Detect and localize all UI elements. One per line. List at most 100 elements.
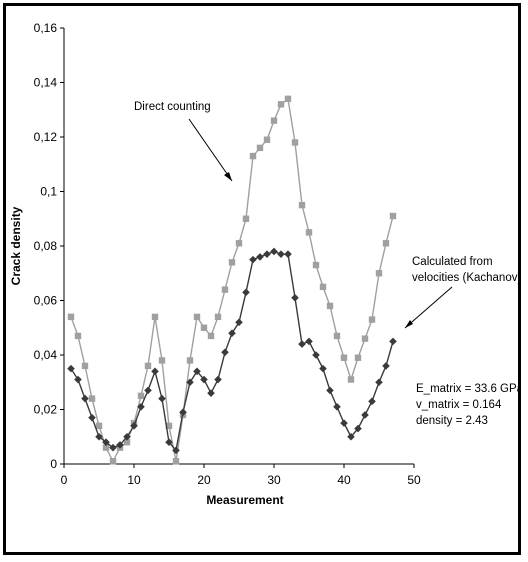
x-tick-label: 50 xyxy=(407,473,421,487)
data-point xyxy=(102,444,110,451)
data-point xyxy=(284,250,292,258)
data-point xyxy=(298,340,306,348)
data-point xyxy=(291,139,299,146)
data-point xyxy=(270,247,278,256)
data-point xyxy=(389,212,397,220)
data-point xyxy=(144,386,152,395)
data-point xyxy=(256,253,264,261)
data-point xyxy=(368,397,376,406)
y-tick-label: 0,12 xyxy=(34,130,58,144)
data-point xyxy=(200,375,208,384)
annotation-density: density = 2.43 xyxy=(416,415,488,427)
y-axis-title: Crack density xyxy=(9,206,23,285)
data-point xyxy=(172,446,180,455)
data-point xyxy=(165,438,173,446)
data-point xyxy=(242,288,250,297)
data-point xyxy=(158,357,166,364)
y-tick-label: 0,02 xyxy=(34,403,58,417)
data-point xyxy=(109,458,117,465)
data-point xyxy=(361,411,369,419)
data-point xyxy=(228,329,236,337)
y-tick-label: 0,14 xyxy=(34,76,58,90)
data-point xyxy=(319,364,327,373)
data-point xyxy=(340,354,348,361)
x-axis-title: Measurement xyxy=(206,493,283,507)
data-point xyxy=(158,394,166,403)
x-tick-label: 20 xyxy=(197,473,211,487)
data-point xyxy=(137,402,145,411)
x-tick-label: 40 xyxy=(337,473,351,487)
data-point xyxy=(249,255,257,264)
data-point xyxy=(361,335,369,342)
annotation-direct-counting: Direct counting xyxy=(134,101,211,113)
data-point xyxy=(312,261,320,269)
data-point xyxy=(221,348,229,357)
y-tick-label: 0 xyxy=(50,457,57,471)
data-point xyxy=(312,351,320,359)
data-point xyxy=(137,392,145,400)
data-point xyxy=(333,332,341,340)
data-point xyxy=(228,259,236,266)
data-point xyxy=(214,375,222,384)
chart-frame: 0 0,02 0,04 0,06 0,08 0,1 0,12 0,14 0,16 0 10 20 30… xyxy=(3,3,521,555)
y-tick-label: 0,08 xyxy=(34,239,58,253)
data-point xyxy=(200,324,208,331)
series-1 xyxy=(67,95,397,465)
data-point xyxy=(123,432,131,441)
data-point xyxy=(256,144,264,152)
data-point xyxy=(284,95,292,103)
data-point xyxy=(74,375,82,384)
y-tick-label: 0,06 xyxy=(34,294,58,308)
data-point xyxy=(67,364,75,373)
data-point xyxy=(354,354,362,361)
data-point xyxy=(123,439,131,446)
data-point xyxy=(249,152,257,160)
data-point xyxy=(193,313,201,321)
data-point xyxy=(130,422,138,430)
series-layer xyxy=(67,95,397,465)
data-point xyxy=(263,250,271,258)
data-point xyxy=(116,441,124,449)
data-point xyxy=(347,432,355,441)
data-point xyxy=(144,362,152,370)
data-point xyxy=(109,443,117,452)
data-point xyxy=(354,424,362,433)
data-point xyxy=(291,293,299,302)
y-tick-label: 0,1 xyxy=(40,185,57,199)
data-point xyxy=(151,313,159,321)
data-point xyxy=(333,402,341,411)
annotation-v-matrix: v_matrix = 0.164 xyxy=(416,399,502,411)
line-chart: 0 0,02 0,04 0,06 0,08 0,1 0,12 0,14 0,16 0 10 20 30… xyxy=(9,21,518,507)
y-tick-label: 0,16 xyxy=(34,21,58,35)
data-point xyxy=(298,201,306,209)
data-point xyxy=(74,332,82,340)
data-point xyxy=(382,240,390,247)
series-2 xyxy=(67,247,397,455)
data-point xyxy=(95,422,103,430)
data-point xyxy=(263,136,271,143)
data-point xyxy=(67,313,75,321)
data-point xyxy=(235,240,243,247)
data-point xyxy=(375,270,383,277)
data-point xyxy=(88,413,96,422)
x-tick-label: 10 xyxy=(127,473,141,487)
data-point xyxy=(340,419,348,427)
data-point xyxy=(347,376,355,383)
data-point xyxy=(375,378,383,387)
data-point xyxy=(319,283,327,291)
data-point xyxy=(277,250,285,258)
data-point xyxy=(389,337,397,346)
data-point xyxy=(326,386,334,395)
data-point xyxy=(88,395,96,402)
annotation-e-matrix: E_matrix = 33.6 GPa xyxy=(416,383,518,395)
x-tick-label: 30 xyxy=(267,473,281,487)
data-point xyxy=(102,438,110,446)
data-point xyxy=(270,117,278,124)
x-tick-label: 0 xyxy=(61,473,68,487)
arrow-head-direct-counting xyxy=(224,172,232,181)
data-point xyxy=(277,101,285,108)
arrow-calculated xyxy=(404,286,453,329)
data-point xyxy=(305,229,313,236)
data-point xyxy=(165,422,173,430)
data-point xyxy=(305,337,313,346)
